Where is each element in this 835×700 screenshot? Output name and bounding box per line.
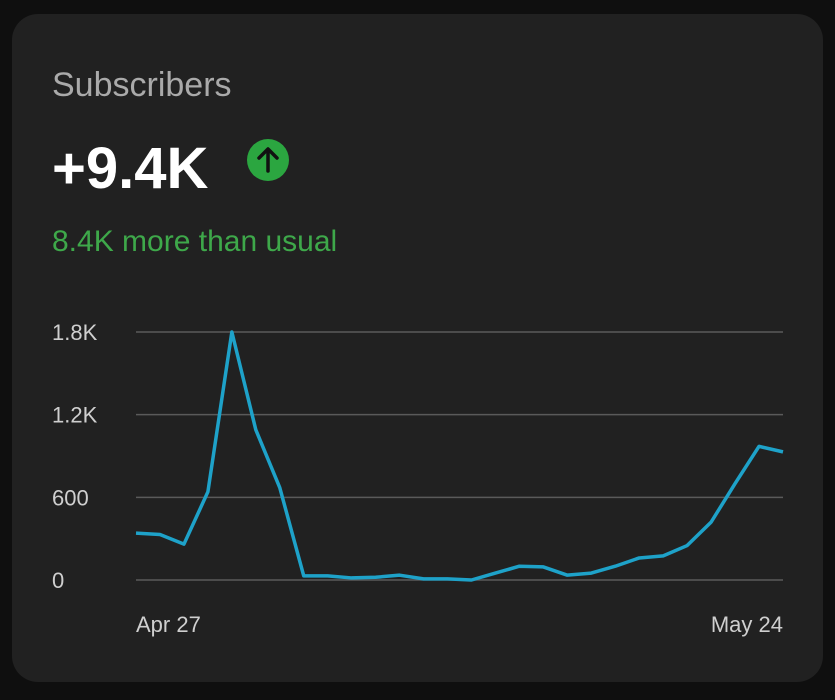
x-tick-label: Apr 27 [136,612,201,637]
up-arrow-icon [247,139,289,181]
data-line [135,330,784,582]
card [12,14,823,682]
x-tick-label: May 24 [711,612,783,637]
metric-value: +9.4K [52,136,208,201]
y-tick-label: 1.8K [52,320,98,345]
comparison-text: 8.4K more than usual [52,225,337,258]
y-tick-label: 600 [52,485,89,510]
y-tick-label: 0 [52,568,64,593]
card-title: Subscribers [52,66,232,104]
y-tick-label: 1.2K [52,403,98,428]
